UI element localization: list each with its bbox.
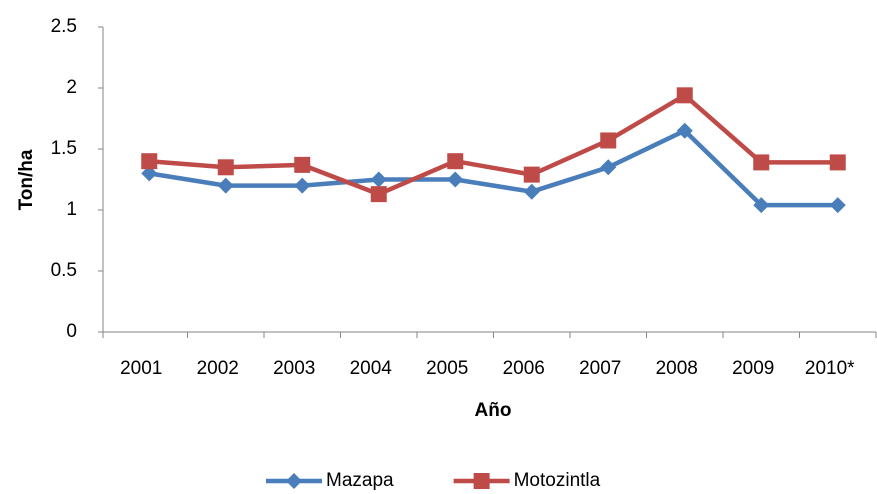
data-point: [829, 154, 846, 171]
x-tick-label: 2005: [426, 358, 468, 379]
data-point: [753, 154, 770, 171]
legend-label: Motozintla: [514, 470, 601, 491]
data-point: [294, 156, 311, 173]
x-tick-label: 2003: [273, 358, 315, 379]
x-tick-label: 2007: [579, 358, 621, 379]
data-point: [141, 153, 158, 170]
y-tick-label: 2.5: [51, 16, 77, 37]
x-tick-label: 2001: [120, 358, 162, 379]
data-point: [829, 197, 846, 214]
data-point: [676, 122, 693, 139]
y-tick-label: 2: [66, 77, 77, 98]
data-point: [217, 159, 234, 176]
data-point: [141, 165, 158, 182]
data-point: [370, 186, 387, 203]
data-point: [447, 171, 464, 188]
data-point: [370, 171, 387, 188]
data-point: [447, 153, 464, 170]
series-line: [148, 128, 838, 208]
y-tick-label: 0.5: [51, 260, 77, 281]
x-tick-label: 2010*: [805, 358, 855, 379]
x-tick-label: 2004: [350, 358, 393, 379]
data-point: [676, 87, 693, 104]
y-tick-label: 1.5: [51, 138, 77, 159]
legend-label: Mazapa: [326, 470, 394, 491]
legend-marker: [286, 473, 302, 489]
series-line: [149, 93, 838, 197]
legend-marker: [473, 473, 490, 489]
x-axis-label: Año: [475, 400, 512, 421]
y-axis-label: Ton/ha: [16, 149, 37, 210]
data-point: [753, 197, 770, 214]
data-point: [217, 177, 234, 194]
data-point: [600, 132, 617, 149]
x-tick-label: 2008: [656, 358, 698, 379]
data-point: [523, 183, 540, 200]
data-point: [600, 159, 617, 176]
data-point: [294, 177, 311, 194]
x-tick-label: 2002: [197, 358, 239, 379]
data-point: [523, 166, 540, 183]
x-tick-label: 2006: [503, 358, 545, 379]
y-tick-label: 0: [66, 321, 77, 342]
y-tick-label: 1: [66, 199, 77, 220]
x-tick-label: 2009: [732, 358, 774, 379]
